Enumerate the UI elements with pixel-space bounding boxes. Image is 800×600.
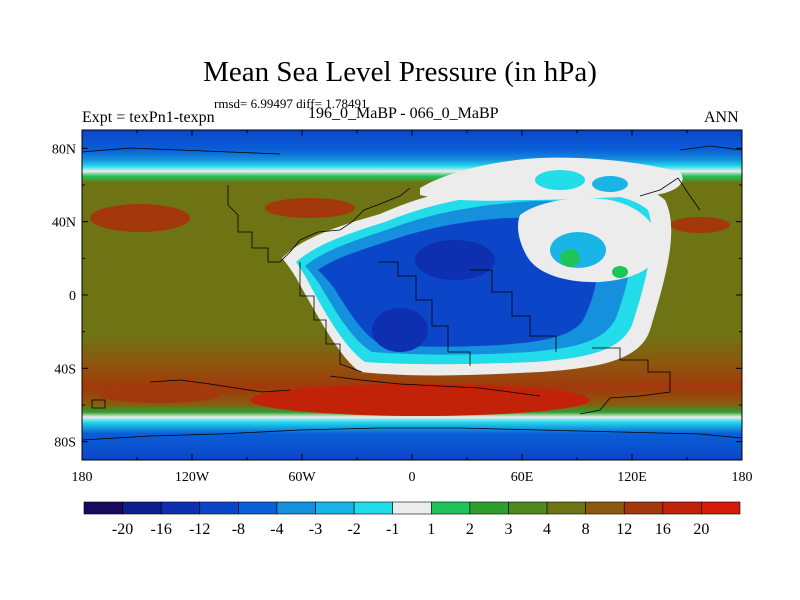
y-tick-labels: 80N 40N 0 40S 80S bbox=[52, 142, 76, 450]
x-tick-label: 120W bbox=[175, 470, 210, 485]
colorbar-swatch bbox=[623, 501, 664, 515]
colorbar-label: -8 bbox=[232, 521, 245, 538]
colorbar-label: -12 bbox=[189, 521, 210, 538]
low-core-deep bbox=[372, 308, 428, 352]
coast-southeast bbox=[579, 347, 671, 415]
x-tick-labels: 180 120W 60W 0 60E 120E 180 bbox=[72, 470, 753, 485]
x-tick-label: 120E bbox=[617, 470, 647, 485]
case-label: 196_0_MaBP - 066_0_MaBP bbox=[308, 105, 499, 122]
colorbar-swatch bbox=[392, 501, 432, 515]
colorbar-swatch bbox=[508, 501, 548, 515]
coast-south bbox=[329, 375, 541, 397]
sh-high-belt bbox=[250, 384, 590, 416]
colorbar-swatch bbox=[238, 501, 278, 515]
colorbar-swatch bbox=[585, 501, 625, 515]
coastlines bbox=[82, 145, 742, 441]
colorbar-label: -4 bbox=[270, 521, 283, 538]
coast-antarctica bbox=[82, 427, 742, 441]
colorbar-label: -1 bbox=[386, 521, 399, 538]
x-tick-label: 60W bbox=[288, 470, 316, 485]
coast-arctic-east bbox=[679, 145, 742, 151]
axis-ticks bbox=[81, 130, 743, 460]
colorbar-label: 3 bbox=[504, 521, 512, 538]
colorbar-swatch bbox=[662, 501, 702, 515]
colorbar-label: -3 bbox=[309, 521, 322, 538]
arctic-cyan-2 bbox=[592, 176, 628, 192]
colorbar-swatch bbox=[701, 501, 741, 515]
colorbar-label: 20 bbox=[693, 521, 709, 538]
y-tick-label: 40N bbox=[52, 216, 76, 231]
y-tick-label: 80S bbox=[54, 436, 76, 451]
sh-high-west bbox=[100, 387, 220, 403]
nh-high-center bbox=[265, 198, 355, 218]
colorbar-label: -2 bbox=[347, 521, 360, 538]
colorbar-swatch bbox=[83, 501, 123, 515]
rmsd-diff-stats: rmsd= 6.99497 diff= 1.78491 bbox=[214, 96, 368, 111]
y-tick-label: 80N bbox=[52, 142, 76, 157]
colorbar-swatch bbox=[160, 501, 201, 515]
arctic-cyan bbox=[535, 170, 585, 190]
ne-green-blob bbox=[560, 249, 580, 267]
colorbar-swatch bbox=[353, 501, 394, 515]
x-tick-label: 180 bbox=[732, 470, 753, 485]
colorbar-swatch bbox=[276, 501, 316, 515]
colorbar-swatch bbox=[469, 501, 509, 515]
colorbar-label: -16 bbox=[151, 521, 172, 538]
colorbar-labels: -20 -16 -12 -8 -4 -3 -2 -1 1 2 3 4 8 12 16 20 bbox=[112, 521, 709, 538]
nh-high-west bbox=[90, 204, 190, 232]
coast-west bbox=[227, 185, 411, 263]
y-tick-label: 40S bbox=[54, 362, 76, 377]
map-field bbox=[82, 130, 742, 460]
colorbar-label: -20 bbox=[112, 521, 133, 538]
coast-inner-1 bbox=[378, 261, 471, 366]
colorbar-label: 1 bbox=[427, 521, 435, 538]
x-tick-label: 0 bbox=[409, 470, 416, 485]
y-tick-label: 0 bbox=[69, 289, 76, 304]
coast-inner-2 bbox=[470, 269, 557, 352]
season-label: ANN bbox=[704, 109, 739, 126]
coast-arctic-west bbox=[82, 147, 281, 155]
nh-high-east bbox=[670, 217, 730, 233]
colorbar-swatch bbox=[199, 501, 239, 515]
experiment-label: Expt = texPn1-texpn bbox=[82, 109, 215, 126]
chart-title: Mean Sea Level Pressure (in hPa) bbox=[203, 56, 597, 88]
colorbar-swatch bbox=[315, 501, 355, 515]
coast-southwest bbox=[299, 262, 363, 373]
coast-small-island bbox=[91, 399, 106, 409]
x-tick-label: 180 bbox=[72, 470, 93, 485]
coast-sw-island bbox=[149, 379, 291, 393]
colorbar-swatch bbox=[430, 501, 471, 515]
colorbar bbox=[83, 501, 741, 515]
colorbar-label: 2 bbox=[466, 521, 474, 538]
low-core-deep-2 bbox=[415, 240, 495, 280]
colorbar-swatch bbox=[546, 501, 586, 515]
colorbar-label: 8 bbox=[582, 521, 590, 538]
coast-northeast bbox=[639, 177, 701, 211]
ne-green-blob-2 bbox=[612, 266, 628, 278]
colorbar-swatch bbox=[122, 501, 162, 515]
colorbar-label: 12 bbox=[616, 521, 632, 538]
colorbar-label: 16 bbox=[655, 521, 671, 538]
colorbar-label: 4 bbox=[543, 521, 551, 538]
x-tick-label: 60E bbox=[511, 470, 534, 485]
